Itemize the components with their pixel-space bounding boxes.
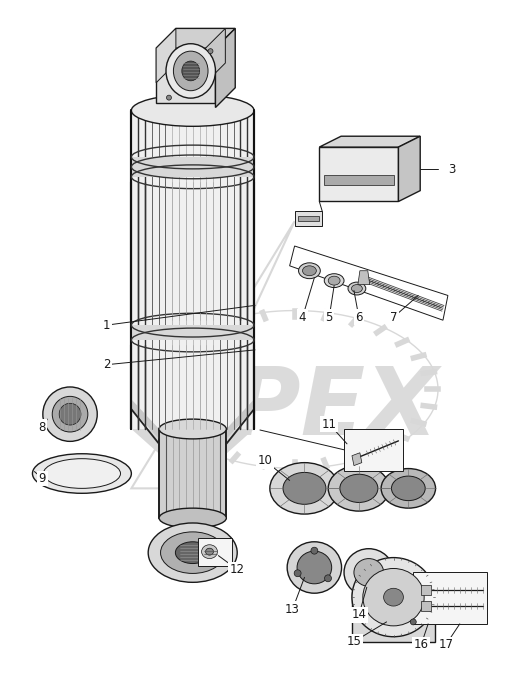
Ellipse shape: [43, 459, 121, 488]
Text: 4: 4: [299, 311, 306, 324]
Text: 9: 9: [38, 472, 46, 485]
Polygon shape: [399, 136, 420, 202]
Ellipse shape: [52, 396, 88, 432]
Text: OPEX: OPEX: [151, 364, 438, 455]
Ellipse shape: [287, 542, 342, 593]
Text: 3: 3: [448, 163, 455, 176]
Ellipse shape: [159, 419, 226, 439]
Ellipse shape: [208, 49, 213, 53]
Polygon shape: [226, 399, 254, 439]
Text: 14: 14: [351, 609, 366, 621]
Polygon shape: [131, 429, 254, 518]
Ellipse shape: [325, 575, 331, 582]
Ellipse shape: [311, 547, 318, 554]
Polygon shape: [156, 28, 235, 48]
Text: 15: 15: [346, 635, 361, 648]
Polygon shape: [421, 601, 431, 611]
Polygon shape: [324, 175, 393, 185]
Ellipse shape: [32, 454, 131, 494]
Polygon shape: [156, 48, 215, 103]
Bar: [198, 538, 232, 565]
Text: 17: 17: [439, 638, 453, 651]
Ellipse shape: [299, 263, 320, 279]
Ellipse shape: [352, 558, 435, 637]
Ellipse shape: [340, 475, 378, 502]
Ellipse shape: [294, 570, 301, 577]
Ellipse shape: [270, 462, 339, 514]
Bar: [413, 573, 487, 624]
Ellipse shape: [354, 559, 384, 586]
Text: 5: 5: [326, 311, 333, 324]
Polygon shape: [352, 453, 362, 466]
Polygon shape: [206, 28, 225, 83]
Polygon shape: [358, 271, 370, 284]
Polygon shape: [421, 586, 431, 595]
Ellipse shape: [363, 569, 424, 626]
Ellipse shape: [391, 476, 425, 500]
Bar: [344, 429, 403, 471]
Ellipse shape: [381, 468, 436, 508]
Ellipse shape: [303, 266, 317, 276]
Ellipse shape: [324, 274, 344, 288]
Ellipse shape: [344, 548, 393, 596]
Polygon shape: [294, 211, 322, 226]
Ellipse shape: [206, 548, 213, 555]
Polygon shape: [319, 136, 420, 147]
Polygon shape: [159, 429, 226, 518]
Text: 13: 13: [285, 603, 300, 615]
Ellipse shape: [351, 284, 362, 292]
Polygon shape: [319, 147, 399, 202]
Text: 11: 11: [322, 418, 337, 431]
Ellipse shape: [173, 51, 208, 91]
Polygon shape: [156, 28, 176, 83]
Polygon shape: [131, 399, 159, 439]
Ellipse shape: [202, 545, 218, 559]
Text: 6: 6: [355, 311, 363, 324]
Ellipse shape: [159, 508, 226, 528]
Text: 10: 10: [258, 454, 272, 467]
Ellipse shape: [410, 619, 416, 625]
Ellipse shape: [283, 473, 326, 504]
Text: 2: 2: [103, 358, 110, 371]
Ellipse shape: [131, 95, 254, 127]
Polygon shape: [298, 217, 319, 221]
Polygon shape: [215, 28, 235, 108]
Text: 1: 1: [103, 319, 110, 332]
Polygon shape: [131, 325, 254, 340]
Ellipse shape: [161, 532, 225, 573]
Ellipse shape: [328, 276, 340, 285]
Text: 12: 12: [230, 563, 245, 576]
Ellipse shape: [175, 542, 210, 563]
Polygon shape: [352, 592, 435, 642]
Ellipse shape: [384, 588, 403, 606]
Text: 8: 8: [38, 420, 46, 433]
Ellipse shape: [328, 466, 389, 511]
Ellipse shape: [148, 523, 237, 582]
Ellipse shape: [43, 387, 97, 441]
Text: 7: 7: [390, 311, 397, 324]
Polygon shape: [131, 110, 254, 429]
Polygon shape: [131, 157, 254, 177]
Ellipse shape: [297, 551, 332, 584]
Ellipse shape: [166, 44, 215, 98]
Ellipse shape: [348, 282, 366, 295]
Ellipse shape: [59, 403, 81, 425]
Ellipse shape: [167, 95, 171, 100]
Ellipse shape: [182, 61, 200, 81]
Text: 16: 16: [413, 638, 429, 651]
